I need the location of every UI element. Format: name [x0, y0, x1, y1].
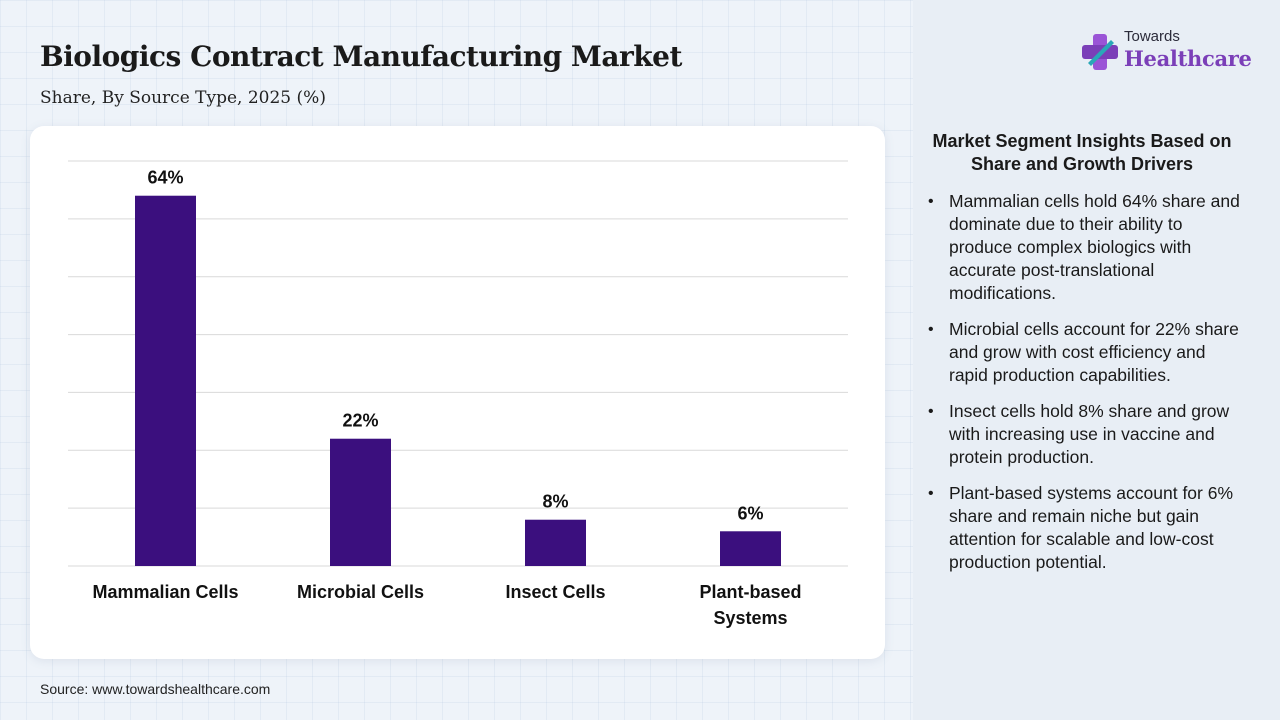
- bar-chart: 64% 22% 8% 6% Mammalian Cells Microbial Cell…: [68, 160, 848, 628]
- chart-card: 64% 22% 8% 6% Mammalian Cells Microbial Cell…: [30, 126, 885, 659]
- category-label: Plant-based Systems: [699, 582, 801, 628]
- gridlines: [68, 160, 848, 567]
- value-label: 64%: [147, 168, 183, 188]
- value-label: 6%: [737, 503, 763, 523]
- value-label: 8%: [542, 492, 568, 512]
- value-labels: 64% 22% 8% 6%: [147, 168, 763, 524]
- insight-item: Insect cells hold 8% share and grow with…: [928, 400, 1246, 469]
- page-subtitle: Share, By Source Type, 2025 (%): [40, 88, 326, 108]
- brand-top-text: Towards: [1124, 28, 1180, 45]
- brand-logo: Towards Healthcare: [1080, 28, 1260, 78]
- insight-item: Plant-based systems account for 6% share…: [928, 482, 1246, 574]
- bars: [135, 195, 781, 566]
- insights-list: Mammalian cells hold 64% share and domin…: [928, 190, 1246, 587]
- category-label: Mammalian Cells: [92, 582, 238, 602]
- page-title: Biologics Contract Manufacturing Market: [40, 40, 682, 73]
- value-label: 22%: [342, 411, 378, 431]
- brand-name: Healthcare: [1124, 46, 1252, 71]
- medical-cross-icon: [1082, 34, 1118, 70]
- category-label: Microbial Cells: [297, 582, 424, 602]
- bar-plant-based-systems: [720, 531, 781, 566]
- bar-insect-cells: [525, 519, 586, 566]
- insight-item: Microbial cells account for 22% share an…: [928, 318, 1246, 387]
- insights-heading: Market Segment Insights Based on Share a…: [932, 131, 1232, 174]
- bar-mammalian-cells: [135, 195, 196, 566]
- category-labels: Mammalian Cells Microbial Cells Insect Cel…: [92, 582, 801, 628]
- insight-item: Mammalian cells hold 64% share and domin…: [928, 190, 1246, 305]
- category-label: Insect Cells: [505, 582, 605, 602]
- source-note: Source: www.towardshealthcare.com: [40, 681, 271, 697]
- bar-microbial-cells: [330, 438, 391, 566]
